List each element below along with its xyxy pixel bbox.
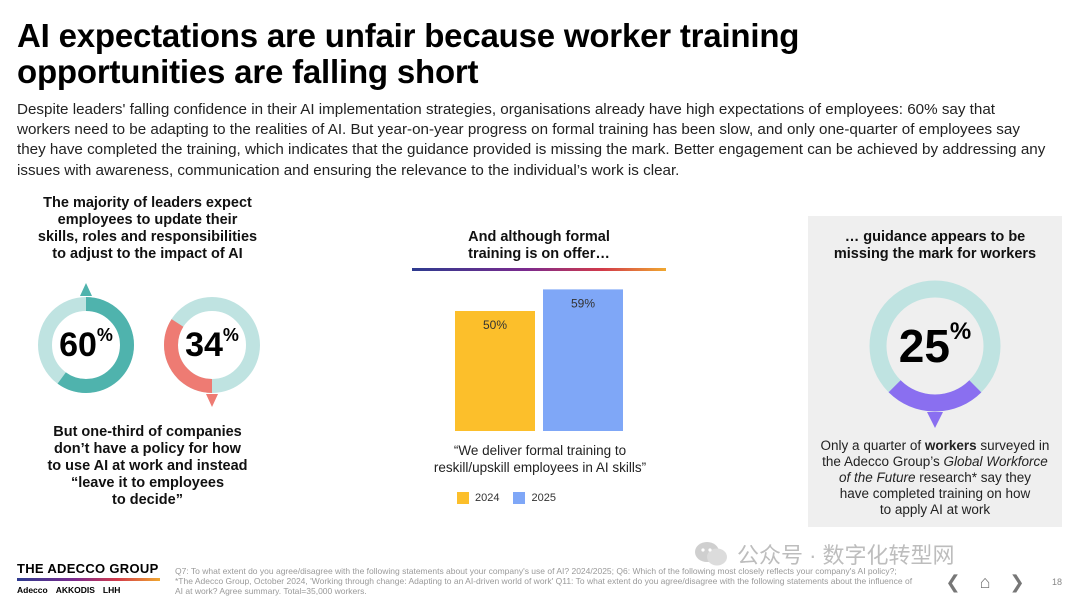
middle-quote: “We deliver formal training to reskill/u… <box>433 443 647 475</box>
donut-60-percent: 60% <box>36 283 136 408</box>
chart-legend: 2024 2025 <box>457 492 556 504</box>
bar-label-2025: 59% <box>571 296 595 310</box>
left-heading: The majority of leaders expect employees… <box>37 195 258 262</box>
panel-body-text: Only a quarter of workers surveyed in th… <box>820 438 1050 517</box>
bar-2025 <box>543 289 623 431</box>
adecco-group-logo: THE ADECCO GROUP Adecco AKKODIS LHH <box>17 561 160 595</box>
panel-heading: … guidance appears to be missing the mar… <box>833 229 1037 262</box>
donut-34-chart <box>164 297 260 407</box>
legend-item-2024: 2024 <box>457 492 499 504</box>
donut-25-percent: 25% <box>868 278 1002 438</box>
middle-heading: And although formal training is on offer… <box>468 229 610 262</box>
brand-akkodis: AKKODIS <box>55 585 95 595</box>
prev-icon[interactable]: ❮ <box>945 572 961 592</box>
legend-item-2025: 2025 <box>513 492 556 504</box>
guidance-panel: … guidance appears to be missing the mar… <box>808 216 1062 527</box>
wechat-icon <box>695 542 727 566</box>
intro-paragraph: Despite leaders' falling confidence in t… <box>17 101 1046 179</box>
home-icon[interactable]: ⌂ <box>979 572 991 592</box>
donut-34-unit: % <box>222 325 239 345</box>
training-bar-chart: 50% 59% <box>455 289 623 431</box>
bar-label-2024: 50% <box>483 318 507 332</box>
brand-adecco: Adecco <box>17 585 48 595</box>
donut-60-chart <box>38 283 134 393</box>
page-title: AI expectations are unfair because worke… <box>17 17 800 90</box>
donut-25-unit: % <box>949 318 972 345</box>
donut-60-unit: % <box>96 325 113 345</box>
gradient-divider <box>412 268 666 271</box>
brand-lhh: LHH <box>102 585 121 595</box>
donut-34-percent: 34% <box>162 283 262 408</box>
donut-60-value: 60 <box>59 326 97 364</box>
footnote: Q7: To what extent do you agree/disagree… <box>175 566 913 596</box>
bar-2024 <box>455 311 535 431</box>
watermark: 公众号 · 数字化转型网 <box>693 538 955 570</box>
donut-25-value: 25 <box>898 320 950 372</box>
donut-25-chart <box>869 280 1001 428</box>
donut-34-value: 34 <box>185 326 223 364</box>
left-footer-text: But one-third of companies don’t have a … <box>47 424 248 508</box>
legend-swatch-2025 <box>513 492 526 504</box>
legend-swatch-2024 <box>457 492 469 504</box>
next-icon[interactable]: ❯ <box>1009 572 1025 592</box>
slide-navigation: ❮ ⌂ ❯ <box>944 572 1026 593</box>
page-number: 18 <box>1052 577 1063 587</box>
